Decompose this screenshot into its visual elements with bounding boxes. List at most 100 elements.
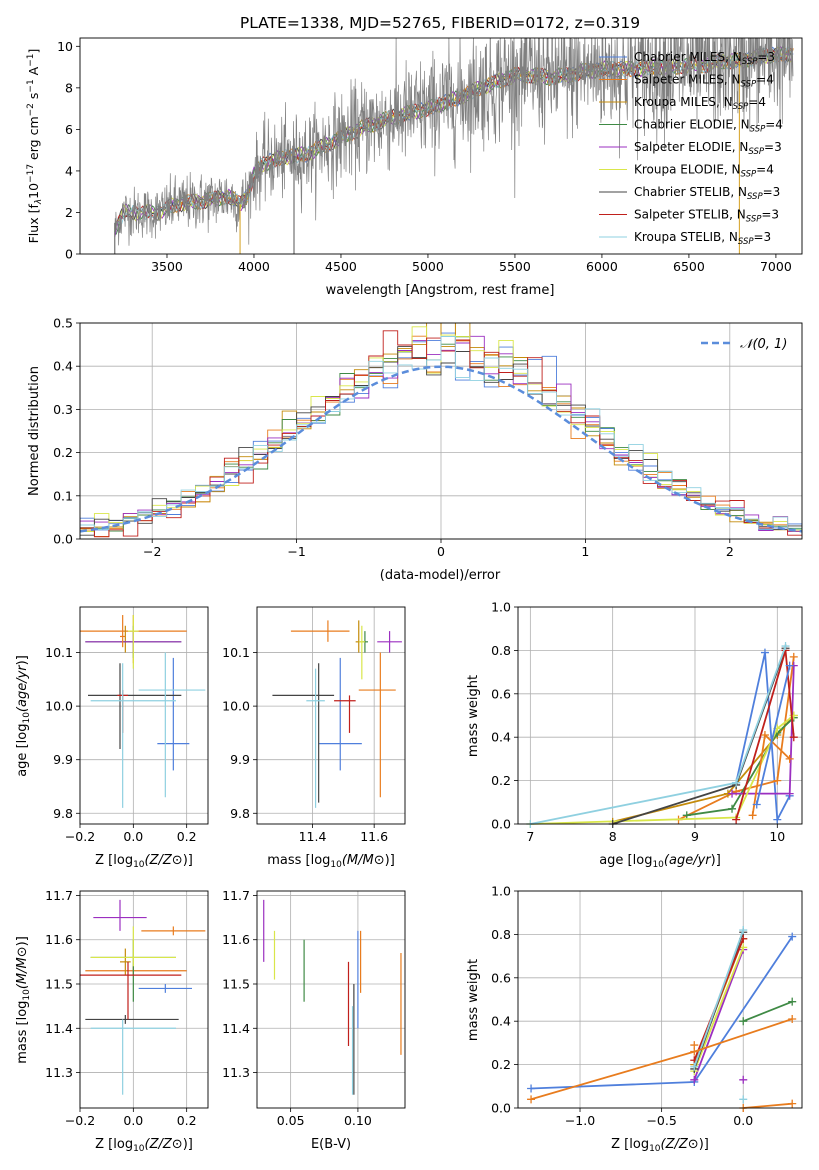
- weight-marker-salpeter_stelib: [732, 815, 741, 824]
- axes-frame: [256, 890, 406, 1109]
- y-tick-label: 0.0: [491, 1101, 511, 1116]
- legend-sub: SSP: [746, 215, 762, 225]
- legend-label: Chabrier ELODIE, NSSP=4: [634, 118, 783, 135]
- x-tick-label: 2: [726, 544, 734, 559]
- x-tick-label: 10: [769, 829, 785, 844]
- ylabel-part: λ: [34, 199, 44, 205]
- ylabel-part: mass [log: [15, 1001, 30, 1064]
- ylabel-part: −1: [26, 79, 36, 92]
- axes-frame: [517, 606, 803, 825]
- y-tick-label: 0.6: [491, 686, 511, 701]
- xlabel-part: mass [log: [267, 853, 330, 868]
- weight-marker-salpeter_miles: [690, 1041, 699, 1050]
- legend-text: Salpeter ELODIE, N: [634, 140, 748, 154]
- x-tick-label: −2: [143, 544, 161, 559]
- weight-marker-chabrier_miles: [752, 800, 761, 809]
- xlabel-part: ⊙)]: [374, 853, 395, 868]
- weight-line-kroupa_elodie: [530, 714, 795, 825]
- legend-label: Kroupa MILES, NSSP=4: [634, 95, 766, 112]
- weight-line-chabrier_elodie: [742, 1000, 793, 1023]
- x-tick-label: −0.2: [65, 829, 95, 844]
- spectrum-panel: PLATE=1338, MJD=52765, FIBERID=0172, z=0…: [26, 14, 803, 298]
- y-tick-label: 11.6: [222, 932, 250, 947]
- y-tick-label: 11.6: [45, 932, 73, 947]
- y-tick-label: 0.5: [53, 316, 73, 331]
- y-tick-label: 4: [65, 163, 73, 178]
- ebv-xlabel: E(B-V): [311, 1137, 351, 1152]
- ylabel-part: −17: [26, 164, 36, 183]
- y-tick-label: 9.9: [53, 752, 73, 767]
- ylabel-part: ]: [26, 49, 41, 54]
- ylabel-part: age [log: [15, 724, 30, 777]
- x-tick-label: 5500: [499, 259, 531, 274]
- y-tick-label: 1.0: [491, 600, 511, 615]
- axis-xlabel: mass [log10(M/M⊙)]: [267, 853, 395, 870]
- weight-marker-salpeter_stelib: [789, 733, 798, 742]
- xlabel-sub: 10: [133, 1144, 145, 1154]
- legend-text: =4: [765, 118, 783, 132]
- ylabel-part: erg cm: [26, 116, 41, 164]
- legend-label: Salpeter STELIB, NSSP=3: [634, 208, 779, 225]
- ylabel-part: A: [26, 66, 41, 79]
- xlabel-part: ⊙)]: [172, 1137, 193, 1152]
- weight-marker-salpeter_miles: [789, 652, 798, 661]
- legend-text: Kroupa STELIB, N: [634, 230, 738, 244]
- legend-label: Chabrier MILES, NSSP=3: [634, 50, 775, 67]
- x-tick-label: 4000: [238, 259, 270, 274]
- weight-marker-chabrier_miles: [527, 1084, 536, 1093]
- axes-frame: [79, 890, 209, 1109]
- x-tick-label: 3500: [151, 259, 183, 274]
- weight-marker-chabrier_elodie: [739, 1017, 748, 1026]
- legend-text: =3: [763, 185, 781, 199]
- legend-sub: SSP: [738, 237, 754, 247]
- weight-line-chabrier_miles: [755, 665, 791, 805]
- weight-marker-chabrier_elodie: [682, 811, 691, 820]
- weight-z-ylabel: mass weight: [466, 959, 481, 1041]
- xlabel-part: Z [log: [611, 1137, 649, 1152]
- gauss-curve: [80, 365, 802, 533]
- xlabel-sub: 10: [330, 860, 342, 870]
- mass-vs-z-plot-area: −0.2 0.0 0.2 11.3 11.4 11.5 11.6 11.7: [45, 888, 209, 1128]
- ylabel-sub: 10: [22, 712, 32, 724]
- weight-line-salpeter_miles: [743, 1102, 793, 1109]
- x-tick-label: 0.0: [123, 829, 143, 844]
- ylabel-part: (age/yr: [15, 664, 30, 712]
- x-tick-label: 7: [526, 829, 534, 844]
- y-tick-label: 1.0: [491, 884, 511, 899]
- x-tick-label: 1: [581, 544, 589, 559]
- legend-sub: SSP: [742, 57, 758, 67]
- y-tick-label: 10.0: [222, 699, 250, 714]
- weight-line-salpeter_elodie: [693, 949, 745, 1081]
- axis-xlabel: Z [log10(Z/Z⊙)]: [95, 853, 193, 870]
- x-tick-label: 9: [691, 829, 699, 844]
- weight-marker-kroupa_stelib: [690, 1062, 699, 1071]
- legend-text: Salpeter STELIB, N: [634, 208, 746, 222]
- y-tick-label: 10.0: [45, 699, 73, 714]
- legend-sub: SSP: [750, 125, 766, 135]
- weight-marker-kroupa_stelib: [739, 926, 748, 935]
- xlabel-part: ⊙)]: [172, 853, 193, 868]
- weight-line-chabrier_elodie: [686, 717, 795, 817]
- x-tick-label: 11.4: [299, 829, 327, 844]
- legend-text: Chabrier STELIB, N: [634, 185, 747, 199]
- weight-marker-chabrier_miles: [785, 661, 794, 670]
- weight-age-ylabel: mass weight: [466, 675, 481, 757]
- y-tick-label: 11.5: [45, 977, 73, 992]
- weight-marker-salpeter_miles: [760, 731, 769, 740]
- y-tick-label: 9.8: [230, 806, 250, 821]
- residual-legend: 𝒩(0, 1): [701, 337, 787, 352]
- x-tick-label: 0.10: [344, 1113, 372, 1128]
- legend-text: Kroupa MILES, N: [634, 95, 733, 109]
- y-tick-label: 10.1: [222, 645, 250, 660]
- x-tick-label: 6500: [673, 259, 705, 274]
- x-tick-label: 5000: [412, 259, 444, 274]
- weight-marker-salpeter_elodie: [739, 1075, 748, 1084]
- weight-marker-salpeter_elodie: [728, 789, 737, 798]
- axis-xlabel: Z [log10(Z/Z⊙)]: [95, 1137, 193, 1154]
- axis-xlabel: age [log10(age/yr)]: [599, 853, 721, 870]
- y-tick-label: 0.4: [491, 730, 511, 745]
- xlabel-sub: 10: [133, 860, 145, 870]
- ylabel-part: (M/M: [15, 957, 30, 989]
- legend-text: =3: [754, 230, 772, 244]
- axes-frame: [517, 890, 803, 1109]
